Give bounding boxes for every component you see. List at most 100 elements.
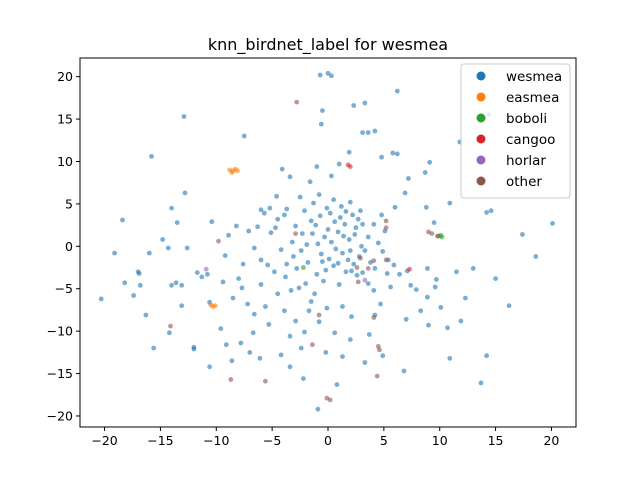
data-point-wesmea <box>199 274 205 280</box>
data-point-wesmea <box>394 151 400 157</box>
data-point-wesmea <box>488 208 494 214</box>
data-point-wesmea <box>112 250 117 256</box>
series-horlar <box>203 266 368 283</box>
data-point-wesmea <box>359 243 364 249</box>
data-point-wesmea <box>284 261 290 267</box>
data-point-wesmea <box>143 312 149 318</box>
data-point-wesmea <box>331 263 336 269</box>
data-point-wesmea <box>426 322 431 328</box>
data-point-wesmea <box>365 130 371 136</box>
data-point-wesmea <box>151 345 157 351</box>
data-point-wesmea <box>182 190 188 196</box>
legend: wesmea easmea boboli cangoo horlar other <box>460 63 571 199</box>
data-point-wesmea <box>320 108 325 113</box>
data-point-wesmea <box>352 232 358 237</box>
data-point-wesmea <box>131 293 137 298</box>
data-point-wesmea <box>274 193 279 199</box>
data-point-wesmea <box>191 346 197 352</box>
data-point-other <box>263 378 268 384</box>
data-point-wesmea <box>303 281 309 286</box>
data-point-wesmea <box>289 239 295 245</box>
data-point-wesmea <box>273 225 278 231</box>
data-point-wesmea <box>267 205 273 211</box>
data-point-wesmea <box>246 228 252 234</box>
data-point-wesmea <box>447 200 453 206</box>
data-point-wesmea <box>380 353 386 359</box>
data-point-wesmea <box>302 208 307 214</box>
data-point-wesmea <box>384 271 390 276</box>
y-axis: −20 −15 −10 −5 0 5 10 15 20 <box>47 69 80 423</box>
data-point-wesmea <box>340 354 345 359</box>
legend-box <box>460 63 571 199</box>
data-point-wesmea <box>342 221 348 227</box>
data-point-wesmea <box>240 261 246 267</box>
data-point-wesmea <box>445 325 450 331</box>
data-point-wesmea <box>315 241 321 247</box>
data-point-other <box>383 225 389 231</box>
data-point-wesmea <box>360 270 365 275</box>
data-point-wesmea <box>167 330 172 336</box>
data-point-wesmea <box>343 209 349 214</box>
data-point-wesmea <box>316 192 322 198</box>
data-point-wesmea <box>353 225 359 231</box>
data-point-wesmea <box>358 208 363 214</box>
data-point-wesmea <box>362 248 368 254</box>
data-point-wesmea <box>223 342 229 348</box>
data-point-wesmea <box>278 352 284 358</box>
data-point-wesmea <box>463 295 468 301</box>
legend-label-boboli: boboli <box>506 111 547 127</box>
y-tick-label: −5 <box>55 281 73 296</box>
data-point-wesmea <box>251 245 257 251</box>
data-point-wesmea <box>325 227 331 232</box>
data-point-wesmea <box>332 219 338 225</box>
data-point-wesmea <box>169 205 175 211</box>
data-point-other <box>371 315 377 320</box>
data-point-wesmea <box>288 288 294 293</box>
data-point-wesmea <box>181 114 187 119</box>
data-point-wesmea <box>238 340 244 346</box>
data-point-wesmea <box>346 237 352 242</box>
data-point-wesmea <box>302 329 307 335</box>
data-point-wesmea <box>332 330 338 336</box>
data-point-other <box>327 397 333 403</box>
data-point-other <box>371 258 377 264</box>
data-point-wesmea <box>365 234 371 240</box>
data-point-wesmea <box>391 262 397 268</box>
data-point-easmea <box>235 168 240 174</box>
legend-label-other: other <box>506 174 542 190</box>
data-point-wesmea <box>265 262 271 268</box>
data-point-wesmea <box>362 360 368 365</box>
data-point-wesmea <box>278 247 284 253</box>
data-point-wesmea <box>258 257 264 263</box>
legend-label-easmea: easmea <box>506 90 559 106</box>
data-point-wesmea <box>401 368 407 374</box>
legend-label-horlar: horlar <box>506 153 546 169</box>
data-point-wesmea <box>326 256 332 262</box>
data-point-wesmea <box>351 261 357 267</box>
data-point-wesmea <box>408 282 414 288</box>
data-point-cangoo <box>347 164 353 170</box>
data-point-wesmea <box>329 239 334 245</box>
data-point-other <box>429 231 435 237</box>
data-point-wesmea <box>135 269 141 275</box>
data-point-other <box>374 373 380 379</box>
data-point-wesmea <box>360 221 365 227</box>
data-point-wesmea <box>310 231 315 237</box>
data-point-wesmea <box>296 285 302 291</box>
data-point-wesmea <box>207 364 213 370</box>
data-point-wesmea <box>318 251 324 257</box>
data-point-wesmea <box>506 303 512 309</box>
x-tick-label: 10 <box>432 433 448 448</box>
data-point-other <box>355 279 361 285</box>
data-point-wesmea <box>282 308 287 314</box>
y-tick-label: −15 <box>47 366 73 381</box>
data-point-wesmea <box>347 199 353 205</box>
data-point-wesmea <box>160 237 166 242</box>
data-point-wesmea <box>308 218 314 224</box>
x-tick-label: −10 <box>203 433 229 448</box>
data-point-wesmea <box>334 382 340 387</box>
x-tick-label: 15 <box>488 433 504 448</box>
data-point-wesmea <box>275 216 281 222</box>
data-point-wesmea <box>324 205 330 211</box>
